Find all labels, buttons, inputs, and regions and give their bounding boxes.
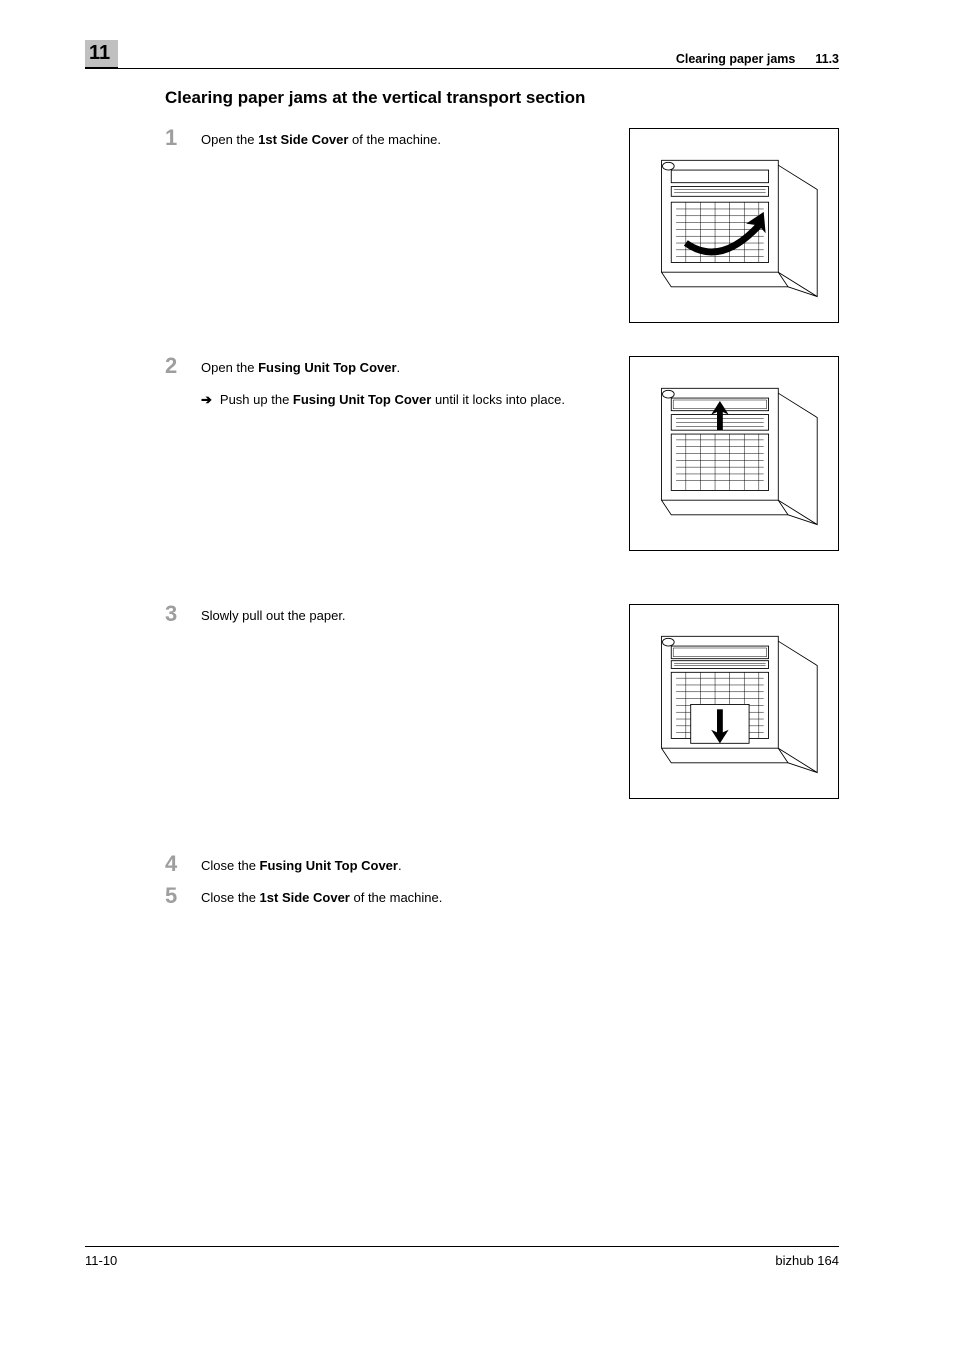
step-3: 3 Slowly pull out the paper. — [165, 606, 839, 856]
step-4-bold: Fusing Unit Top Cover — [260, 858, 398, 873]
step-5-bold: 1st Side Cover — [260, 890, 350, 905]
page-number: 11-10 — [85, 1253, 117, 1268]
printer-pull-paper-icon — [637, 612, 832, 792]
step-2-sub-pre: Push up the — [220, 392, 293, 407]
content: Clearing paper jams at the vertical tran… — [165, 88, 839, 919]
step-1-pre: Open the — [201, 132, 258, 147]
step-1: 1 Open the 1st Side Cover of the machine… — [165, 130, 839, 358]
printer-open-cover-icon — [637, 136, 832, 316]
figure-1 — [629, 128, 839, 323]
step-4: 4 Close the Fusing Unit Top Cover. — [165, 856, 839, 876]
step-3-number: 3 — [165, 603, 183, 625]
step-1-post: of the machine. — [348, 132, 441, 147]
step-3-span: Slowly pull out the paper. — [201, 608, 346, 623]
step-1-bold: 1st Side Cover — [258, 132, 348, 147]
page-header: 11 Clearing paper jams 11.3 — [85, 40, 839, 69]
page-footer: 11-10 bizhub 164 — [85, 1246, 839, 1268]
step-2-post: . — [397, 360, 401, 375]
section-title: Clearing paper jams at the vertical tran… — [165, 88, 839, 108]
chapter-number: 11 — [85, 40, 118, 69]
step-4-number: 4 — [165, 853, 183, 875]
step-4-pre: Close the — [201, 858, 260, 873]
step-5-post: of the machine. — [350, 890, 443, 905]
step-5: 5 Close the 1st Side Cover of the machin… — [165, 888, 839, 908]
figure-2 — [629, 356, 839, 551]
step-2-sub-text: Push up the Fusing Unit Top Cover until … — [220, 390, 565, 410]
step-5-text: Close the 1st Side Cover of the machine. — [201, 888, 839, 908]
header-right: Clearing paper jams 11.3 — [676, 52, 839, 66]
section-name: Clearing paper jams — [676, 52, 796, 66]
step-2-sub-bold: Fusing Unit Top Cover — [293, 392, 431, 407]
section-number: 11.3 — [815, 52, 839, 66]
step-2-pre: Open the — [201, 360, 258, 375]
step-2-sub-post: until it locks into place. — [431, 392, 565, 407]
figure-3 — [629, 604, 839, 799]
step-4-post: . — [398, 858, 402, 873]
step-2-number: 2 — [165, 355, 183, 377]
arrow-icon: ➔ — [201, 390, 212, 410]
step-4-text: Close the Fusing Unit Top Cover. — [201, 856, 839, 876]
step-1-number: 1 — [165, 127, 183, 149]
product-name: bizhub 164 — [775, 1253, 839, 1268]
printer-fusing-cover-icon — [637, 364, 832, 544]
step-2-bold: Fusing Unit Top Cover — [258, 360, 396, 375]
step-2: 2 Open the Fusing Unit Top Cover. ➔ Push… — [165, 358, 839, 606]
step-5-number: 5 — [165, 885, 183, 907]
step-5-pre: Close the — [201, 890, 260, 905]
